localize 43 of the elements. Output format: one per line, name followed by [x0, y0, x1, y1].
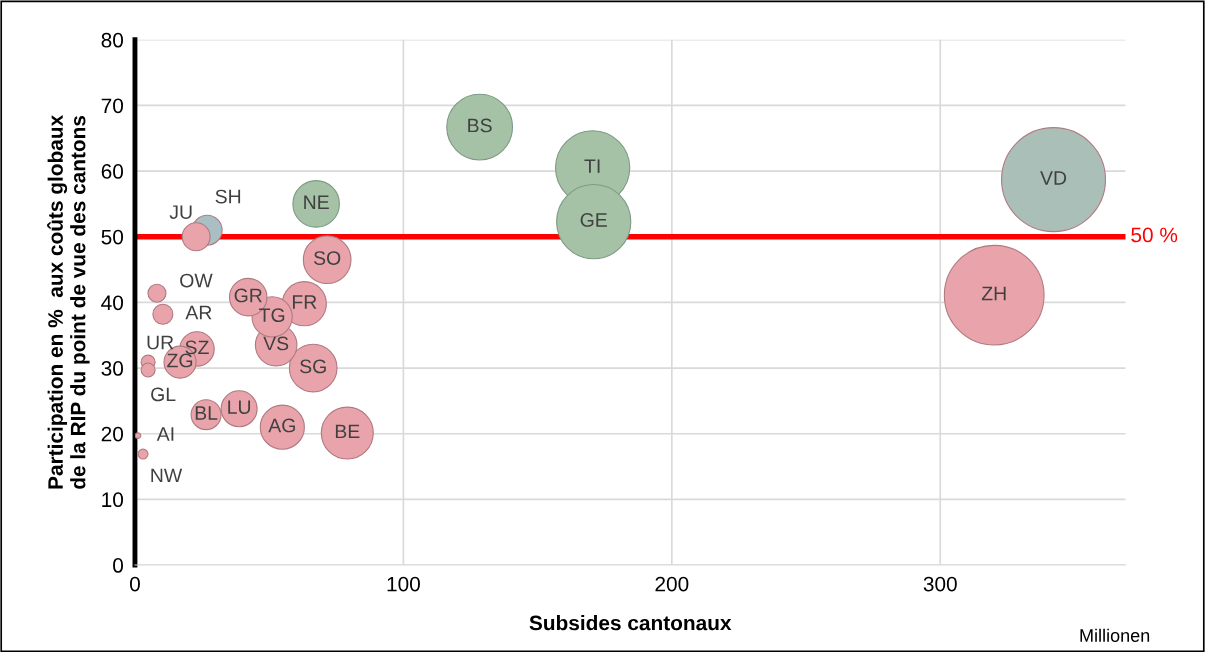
y-tick-label: 10: [102, 492, 124, 508]
series-label: SH: [215, 189, 241, 204]
y-tick-label: 40: [101, 295, 124, 311]
ref-line-label: 50 %: [1131, 227, 1178, 243]
series-label: AG: [268, 418, 295, 433]
series-label: UR: [147, 335, 174, 350]
series-label: GE: [580, 213, 607, 227]
series-label: GR: [234, 288, 262, 303]
series-label: NW: [151, 468, 183, 483]
series-label: GL: [151, 387, 176, 402]
y-tick-label: 80: [101, 32, 124, 48]
y-tick-label: 20: [101, 426, 124, 442]
x-tick-label: 100: [387, 576, 420, 592]
series-label: FR: [292, 295, 317, 309]
series-label: ZH: [981, 286, 1006, 301]
x-tick-label: 300: [923, 576, 957, 592]
series-label: BE: [335, 424, 360, 439]
series-label: BS: [468, 118, 492, 133]
series-label: VS: [263, 336, 289, 351]
x-tick-label: 200: [655, 576, 689, 592]
y-tick-label: 30: [101, 361, 124, 376]
series-label: JU: [169, 205, 192, 219]
y-tick-label: 0: [113, 558, 124, 573]
y-tick-label: 60: [101, 164, 124, 179]
x-tick-label: 0: [129, 576, 140, 592]
series-label: OW: [180, 273, 213, 288]
series-label: ZG: [167, 353, 193, 368]
series-label: BL: [195, 406, 218, 420]
series-label: AR: [185, 305, 212, 320]
series-label: VD: [1040, 171, 1067, 185]
series-label: TI: [584, 159, 600, 173]
y-tick-label: 70: [101, 98, 124, 114]
series-label: TG: [259, 308, 285, 323]
y-tick-label: 50: [101, 229, 124, 245]
x-axis-title: Subsides cantonaux: [529, 615, 732, 631]
y-axis-title: Participation en % aux coûts globaux de la RIP du point de vue des cantons: [47, 115, 90, 489]
series-label: LU: [228, 400, 251, 414]
series-label: SO: [313, 251, 341, 265]
series-label: SZ: [185, 340, 209, 355]
series-label: SG: [300, 359, 326, 374]
series-label: NE: [304, 195, 329, 209]
text: Millionen: [1080, 628, 1150, 642]
series-label: AI: [156, 427, 174, 441]
